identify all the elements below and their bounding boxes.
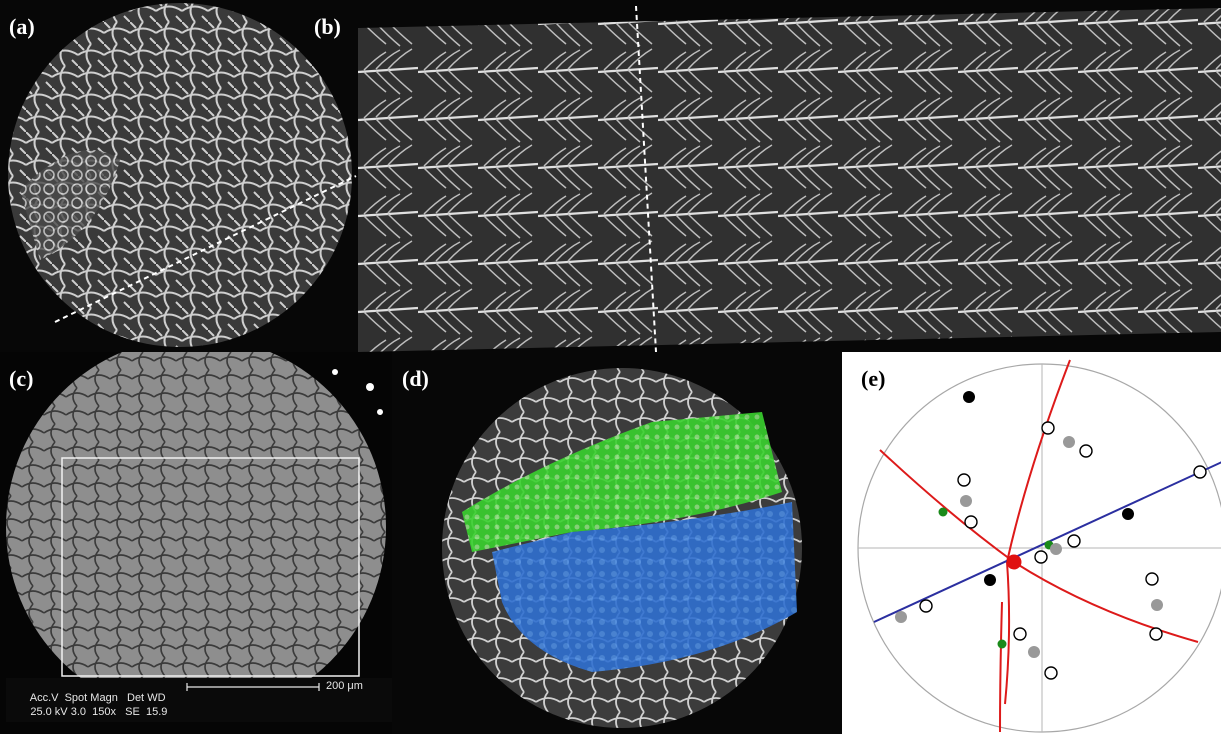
sample-disc-a — [8, 3, 352, 347]
panel-d-label: (d) — [402, 366, 429, 391]
section-line-a — [54, 175, 357, 323]
micrograph-b — [358, 5, 1221, 352]
dendrite-field-b — [358, 8, 1221, 352]
red-intersection-pole — [1006, 554, 1022, 570]
panel-c: (c) Acc.V Spot Magn Det WD 25.0 kV 3.0 1… — [0, 352, 392, 734]
panel-e: (e) — [842, 352, 1221, 734]
pole-markers — [895, 391, 1207, 680]
panel-d: (d) — [392, 352, 842, 734]
green-grain-region — [462, 412, 782, 552]
panel-a-label: (a) — [9, 14, 35, 39]
sem-header-det: Det — [127, 692, 145, 704]
micrograph-a — [8, 3, 357, 347]
micrograph-d — [442, 368, 802, 728]
sem-value-magn: 150x — [92, 706, 116, 718]
micrograph-c — [6, 352, 386, 717]
sem-header-wd: WD — [147, 692, 166, 704]
sem-header-magn: Magn — [90, 692, 118, 704]
sem-header-accv: Acc.V — [29, 692, 59, 704]
scale-bar — [186, 683, 320, 691]
panel-b-label: (b) — [314, 14, 341, 39]
panel-a: (a) — [0, 0, 358, 352]
sem-value-accv: 25.0 kV — [30, 706, 68, 718]
sem-value-wd: 15.9 — [145, 706, 168, 718]
sem-info-bar: Acc.V Spot Magn Det WD 25.0 kV 3.0 150x … — [6, 678, 392, 722]
panel-c-label: (c) — [9, 366, 34, 391]
panel-b — [358, 0, 1221, 352]
stereographic-projection — [857, 359, 1221, 733]
blue-grain-region — [492, 502, 797, 672]
panel-e-label: (e) — [861, 366, 886, 391]
region-box-c — [61, 457, 360, 677]
section-line-b — [635, 5, 657, 352]
sem-header-spot: Spot — [64, 692, 88, 704]
red-trace-1 — [1004, 359, 1071, 705]
scale-bar-label: 200 μm — [326, 680, 363, 692]
sample-disc-c — [6, 352, 386, 717]
sem-value-det: SE — [125, 706, 140, 718]
sem-value-spot: 3.0 — [70, 706, 87, 718]
red-trace-3 — [999, 601, 1003, 733]
